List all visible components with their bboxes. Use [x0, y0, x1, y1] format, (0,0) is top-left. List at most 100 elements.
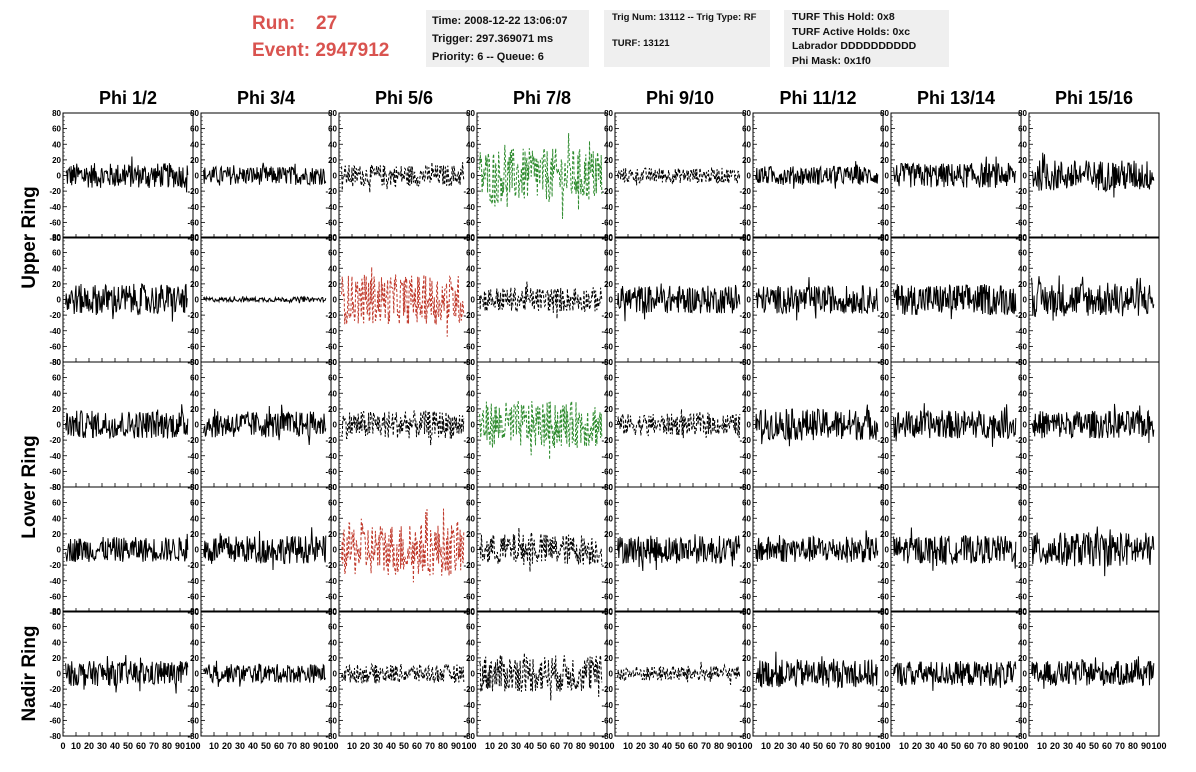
panel-frame [62, 486, 194, 613]
x-tick-label: 70 [287, 741, 297, 751]
y-tick-label: 80 [604, 109, 613, 118]
y-tick-label: -40 [739, 327, 751, 336]
y-tick-label: -60 [463, 342, 475, 351]
y-tick-label: 60 [328, 125, 337, 134]
ring-label: Upper Ring [19, 186, 40, 288]
waveform-trace [65, 283, 188, 322]
x-tick-label: 30 [649, 741, 659, 751]
event-label: Event: [252, 40, 311, 61]
y-tick-label: -60 [325, 592, 337, 601]
y-tick-label: -40 [1015, 577, 1027, 586]
x-tick-label: 30 [925, 741, 935, 751]
y-tick-label: 40 [880, 514, 889, 523]
waveform-trace [617, 534, 741, 572]
waveform-trace [341, 662, 465, 684]
x-tick-label: 50 [675, 741, 685, 751]
y-tick-label: -20 [601, 436, 613, 445]
x-tick-label: 100 [185, 741, 200, 751]
y-tick-label: 80 [604, 483, 613, 492]
y-tick-label: 80 [328, 607, 337, 616]
y-tick-label: 40 [880, 264, 889, 273]
y-tick-label: -80 [1015, 732, 1027, 741]
y-tick-label: -60 [739, 467, 751, 476]
y-tick-label: 40 [190, 140, 199, 149]
x-tick-label: 20 [360, 741, 370, 751]
waveform-trace [893, 660, 1017, 691]
column-header: Phi 5/6 [375, 88, 433, 108]
y-tick-label: 0 [195, 296, 200, 305]
waveform-trace [203, 295, 327, 304]
waveform-trace [479, 133, 603, 219]
y-tick-label: -60 [463, 218, 475, 227]
time-info-box: Time: 2008-12-22 13:06:07 Trigger: 297.3… [426, 10, 589, 67]
y-tick-label: 60 [190, 249, 199, 258]
y-tick-label: 80 [742, 109, 751, 118]
y-tick-label: -60 [325, 218, 337, 227]
y-tick-label: 20 [52, 280, 61, 289]
y-tick-label: 40 [328, 264, 337, 273]
x-tick-label: 80 [576, 741, 586, 751]
y-tick-label: -60 [877, 592, 889, 601]
y-tick-label: 60 [742, 623, 751, 632]
y-tick-label: -60 [1015, 467, 1027, 476]
x-tick-label: 80 [300, 741, 310, 751]
y-tick-label: -40 [49, 327, 61, 336]
y-tick-label: 20 [742, 654, 751, 663]
y-tick-label: -20 [463, 685, 475, 694]
x-tick-label: 70 [701, 741, 711, 751]
x-tick-label: 40 [938, 741, 948, 751]
y-tick-label: -40 [1015, 701, 1027, 710]
y-tick-label: 80 [328, 233, 337, 242]
column-header: Phi 1/2 [99, 88, 157, 108]
waveform-trace [341, 508, 465, 583]
x-tick-label: 0 [60, 741, 65, 751]
y-tick-label: 40 [466, 264, 475, 273]
x-tick-label: 20 [222, 741, 232, 751]
y-tick-label: 60 [52, 125, 61, 134]
y-tick-label: -40 [601, 701, 613, 710]
y-tick-label: 80 [52, 109, 61, 118]
y-tick-label: -40 [601, 203, 613, 212]
y-tick-label: -40 [463, 452, 475, 461]
y-tick-label: -20 [1015, 561, 1027, 570]
waveform-trace [479, 652, 603, 701]
y-tick-label: -40 [325, 577, 337, 586]
y-tick-label: -60 [187, 467, 199, 476]
y-tick-label: 60 [328, 374, 337, 383]
turf-text: TURF: 13121 [612, 38, 670, 49]
y-tick-label: 20 [52, 405, 61, 414]
y-tick-label: 60 [190, 499, 199, 508]
y-tick-label: -20 [49, 311, 61, 320]
turf-info-box: TURF This Hold: 0x8 TURF Active Holds: 0… [784, 10, 949, 67]
x-tick-label: 80 [438, 741, 448, 751]
y-tick-label: -40 [49, 452, 61, 461]
y-tick-label: -60 [739, 592, 751, 601]
y-tick-label: -60 [601, 592, 613, 601]
waveform-trace [755, 277, 879, 321]
waveform-trace [65, 654, 189, 694]
y-tick-label: 80 [190, 483, 199, 492]
x-tick-label: 60 [412, 741, 422, 751]
run-label: Run: [252, 13, 296, 34]
y-tick-label: 0 [747, 546, 752, 555]
y-tick-label: 60 [328, 623, 337, 632]
y-tick-label: 80 [52, 483, 61, 492]
x-tick-label: 70 [977, 741, 987, 751]
y-tick-label: 20 [880, 405, 889, 414]
waveform-trace [755, 651, 878, 689]
y-tick-label: -40 [187, 327, 199, 336]
x-tick-label: 60 [964, 741, 974, 751]
y-tick-label: 0 [57, 172, 62, 181]
panel-frame [614, 610, 746, 737]
y-tick-label: 60 [328, 249, 337, 258]
y-tick-label: -20 [739, 436, 751, 445]
y-tick-label: 0 [885, 421, 890, 430]
y-tick-label: -80 [463, 732, 475, 741]
y-tick-label: 60 [604, 249, 613, 258]
y-tick-label: -20 [1015, 311, 1027, 320]
x-tick-label: 100 [875, 741, 890, 751]
y-tick-label: -80 [601, 732, 613, 741]
y-tick-label: 40 [742, 389, 751, 398]
y-tick-label: -40 [877, 701, 889, 710]
waveform-trace [893, 156, 1017, 188]
